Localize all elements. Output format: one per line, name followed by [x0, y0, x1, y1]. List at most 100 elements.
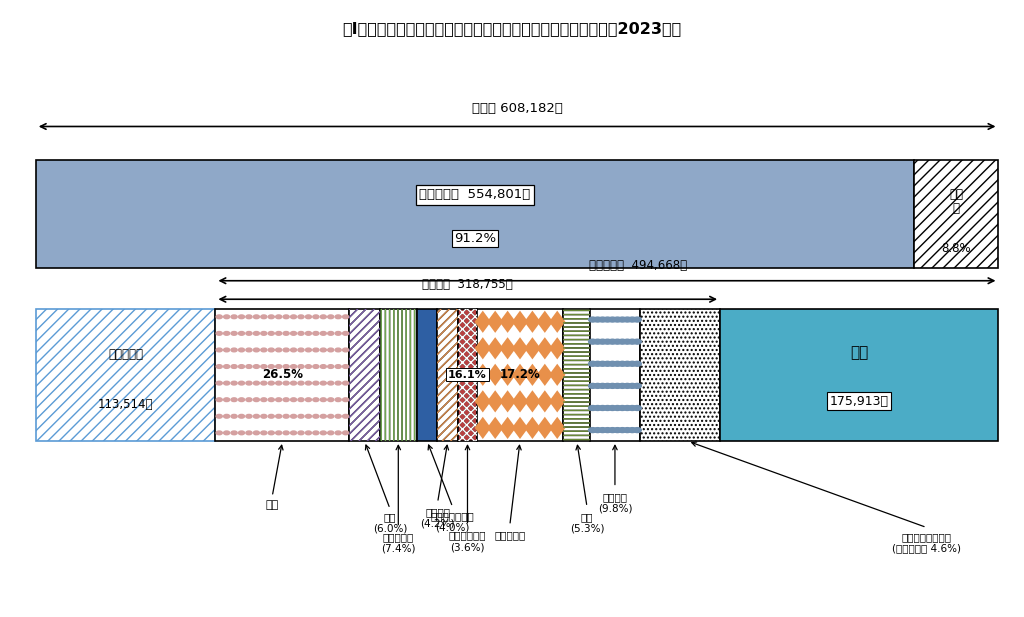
- Text: 教養娯楽
(9.8%): 教養娯楽 (9.8%): [598, 492, 632, 514]
- Circle shape: [608, 405, 616, 410]
- Bar: [36, 160, 913, 268]
- Circle shape: [246, 431, 252, 435]
- Circle shape: [261, 348, 267, 352]
- Bar: [913, 160, 998, 268]
- Circle shape: [261, 381, 267, 385]
- Text: 勤め先収入  554,801円: 勤め先収入 554,801円: [419, 188, 530, 202]
- Text: その
他: その 他: [949, 188, 964, 215]
- Circle shape: [239, 431, 245, 435]
- Polygon shape: [487, 417, 504, 439]
- Circle shape: [298, 381, 304, 385]
- Polygon shape: [500, 337, 516, 359]
- Circle shape: [312, 431, 318, 435]
- Circle shape: [283, 381, 289, 385]
- Circle shape: [603, 405, 611, 410]
- Circle shape: [321, 431, 327, 435]
- Circle shape: [598, 362, 606, 366]
- Circle shape: [291, 331, 297, 335]
- Circle shape: [633, 383, 641, 388]
- Circle shape: [253, 315, 259, 318]
- Polygon shape: [512, 364, 528, 386]
- Circle shape: [608, 362, 616, 366]
- Circle shape: [305, 348, 311, 352]
- Circle shape: [231, 431, 238, 435]
- Circle shape: [261, 398, 267, 402]
- Text: 175,913円: 175,913円: [829, 395, 889, 408]
- Polygon shape: [512, 311, 528, 333]
- Polygon shape: [524, 417, 541, 439]
- Circle shape: [283, 415, 289, 418]
- Circle shape: [598, 405, 606, 410]
- Circle shape: [291, 365, 297, 368]
- Circle shape: [321, 381, 327, 385]
- Bar: [215, 308, 349, 441]
- Polygon shape: [487, 311, 504, 333]
- Circle shape: [268, 315, 274, 318]
- Circle shape: [283, 431, 289, 435]
- Circle shape: [608, 428, 616, 433]
- Polygon shape: [512, 391, 528, 413]
- Text: 消費支出  318,755円: 消費支出 318,755円: [422, 278, 513, 291]
- Circle shape: [603, 383, 611, 388]
- Circle shape: [246, 415, 252, 418]
- Circle shape: [335, 331, 341, 335]
- Polygon shape: [487, 337, 504, 359]
- Circle shape: [291, 415, 297, 418]
- Circle shape: [343, 365, 349, 368]
- Circle shape: [628, 428, 636, 433]
- Circle shape: [343, 381, 349, 385]
- Circle shape: [261, 315, 267, 318]
- Circle shape: [594, 428, 602, 433]
- Circle shape: [628, 405, 636, 410]
- Circle shape: [246, 381, 252, 385]
- Circle shape: [305, 315, 311, 318]
- Bar: [437, 308, 459, 441]
- Circle shape: [283, 348, 289, 352]
- Circle shape: [268, 415, 274, 418]
- Circle shape: [231, 331, 238, 335]
- Polygon shape: [512, 417, 528, 439]
- Circle shape: [633, 317, 641, 322]
- Circle shape: [633, 362, 641, 366]
- Circle shape: [246, 348, 252, 352]
- Circle shape: [246, 365, 252, 368]
- Polygon shape: [500, 417, 516, 439]
- Bar: [437, 308, 459, 441]
- Circle shape: [328, 315, 334, 318]
- Circle shape: [328, 348, 334, 352]
- Polygon shape: [474, 337, 490, 359]
- Circle shape: [239, 398, 245, 402]
- Bar: [380, 308, 417, 441]
- Circle shape: [628, 317, 636, 322]
- Circle shape: [283, 331, 289, 335]
- Bar: [720, 308, 998, 441]
- Circle shape: [335, 381, 341, 385]
- Polygon shape: [487, 391, 504, 413]
- Circle shape: [268, 331, 274, 335]
- Polygon shape: [524, 337, 541, 359]
- Circle shape: [328, 331, 334, 335]
- Circle shape: [275, 365, 282, 368]
- Circle shape: [231, 315, 238, 318]
- Circle shape: [312, 348, 318, 352]
- Circle shape: [216, 315, 222, 318]
- Polygon shape: [524, 364, 541, 386]
- Circle shape: [633, 405, 641, 410]
- Polygon shape: [537, 311, 553, 333]
- Circle shape: [618, 405, 627, 410]
- Circle shape: [239, 415, 245, 418]
- Text: 8.8%: 8.8%: [941, 242, 971, 255]
- Circle shape: [291, 398, 297, 402]
- Circle shape: [305, 381, 311, 385]
- Circle shape: [223, 331, 229, 335]
- Circle shape: [343, 398, 349, 402]
- Text: 黒字: 黒字: [850, 345, 868, 360]
- Circle shape: [291, 431, 297, 435]
- Circle shape: [216, 331, 222, 335]
- Circle shape: [253, 398, 259, 402]
- Circle shape: [253, 415, 259, 418]
- Text: 非消費支出: 非消費支出: [109, 349, 143, 362]
- Bar: [349, 308, 380, 441]
- Circle shape: [328, 415, 334, 418]
- Bar: [417, 308, 437, 441]
